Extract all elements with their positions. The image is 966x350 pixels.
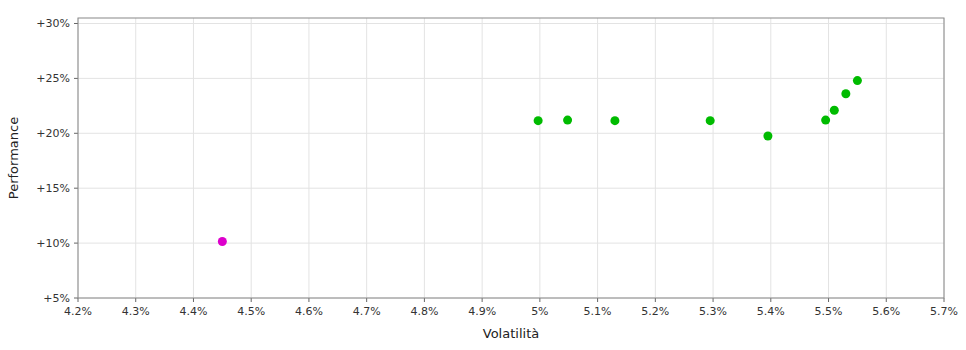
y-grid-line: [78, 243, 944, 244]
x-tick-label: 5.6%: [872, 305, 900, 318]
points: [218, 76, 862, 246]
x-tick: [770, 298, 771, 302]
x-tick-label: 5.7%: [930, 305, 958, 318]
x-tick-label: 5.2%: [641, 305, 669, 318]
grid: [78, 18, 944, 298]
x-grid-line: [597, 18, 598, 298]
y-axis-label: Performance: [6, 117, 21, 199]
x-tick-label: 4.2%: [64, 305, 92, 318]
point: [841, 89, 850, 98]
point: [610, 116, 619, 125]
x-tick-label: 5.3%: [699, 305, 727, 318]
x-grid-line: [713, 18, 714, 298]
x-tick-label: 5.1%: [584, 305, 612, 318]
point: [763, 132, 772, 141]
y-tick-label: +25%: [36, 72, 70, 85]
x-tick-label: 5.5%: [815, 305, 843, 318]
y-tick: [74, 298, 78, 299]
x-tick: [424, 298, 425, 302]
x-tick: [78, 298, 79, 302]
point: [534, 116, 543, 125]
x-grid-line: [770, 18, 771, 298]
x-tick-label: 4.7%: [353, 305, 381, 318]
y-tick: [74, 78, 78, 79]
x-grid-line: [886, 18, 887, 298]
y-tick-label: +30%: [36, 17, 70, 30]
x-tick: [482, 298, 483, 302]
x-tick-label: 4.8%: [410, 305, 438, 318]
series-0: [534, 76, 862, 140]
plot-frame: [78, 18, 944, 298]
y-grid-line: [78, 133, 944, 134]
x-grid-line: [193, 18, 194, 298]
y-tick: [74, 188, 78, 189]
x-axis-label: Volatilità: [483, 326, 539, 341]
x-tick: [655, 298, 656, 302]
y-grid-line: [78, 188, 944, 189]
x-tick-label: 5.4%: [757, 305, 785, 318]
x-tick-label: 4.9%: [468, 305, 496, 318]
axes: 4.2% 4.3% 4.4% 4.5% 4.6% 4.7% 4.8% 4.9% 5% 5.1% 5.…: [36, 17, 958, 318]
x-tick: [713, 298, 714, 302]
x-tick: [944, 298, 945, 302]
x-tick: [308, 298, 309, 302]
x-tick: [251, 298, 252, 302]
y-tick: [74, 243, 78, 244]
y-tick-label: +20%: [36, 127, 70, 140]
series-1: [218, 237, 227, 246]
x-grid-line: [539, 18, 540, 298]
point: [830, 106, 839, 115]
plot-area: [78, 18, 944, 298]
x-grid-line: [655, 18, 656, 298]
x-tick: [828, 298, 829, 302]
x-grid-line: [308, 18, 309, 298]
x-tick-label: 4.3%: [122, 305, 150, 318]
y-tick: [74, 23, 78, 24]
x-tick: [886, 298, 887, 302]
x-tick: [193, 298, 194, 302]
y-tick-label: +5%: [43, 292, 70, 305]
x-tick: [366, 298, 367, 302]
y-grid-line: [78, 78, 944, 79]
y-grid-line: [78, 23, 944, 24]
y-tick-label: +15%: [36, 182, 70, 195]
x-tick-label: 4.5%: [237, 305, 265, 318]
x-tick: [539, 298, 540, 302]
x-grid-line: [482, 18, 483, 298]
x-grid-line: [251, 18, 252, 298]
point: [853, 76, 862, 85]
x-tick-label: 5%: [531, 305, 548, 318]
x-grid-line: [424, 18, 425, 298]
point: [563, 116, 572, 125]
point: [218, 237, 227, 246]
point: [821, 116, 830, 125]
x-tick: [597, 298, 598, 302]
x-tick-label: 4.6%: [295, 305, 323, 318]
y-tick: [74, 133, 78, 134]
x-tick: [135, 298, 136, 302]
point: [706, 116, 715, 125]
x-grid-line: [828, 18, 829, 298]
chart: 4.2% 4.3% 4.4% 4.5% 4.6% 4.7% 4.8% 4.9% 5% 5.1% 5.…: [0, 0, 966, 350]
x-grid-line: [366, 18, 367, 298]
x-tick-label: 4.4%: [179, 305, 207, 318]
y-tick-label: +10%: [36, 237, 70, 250]
x-grid-line: [135, 18, 136, 298]
